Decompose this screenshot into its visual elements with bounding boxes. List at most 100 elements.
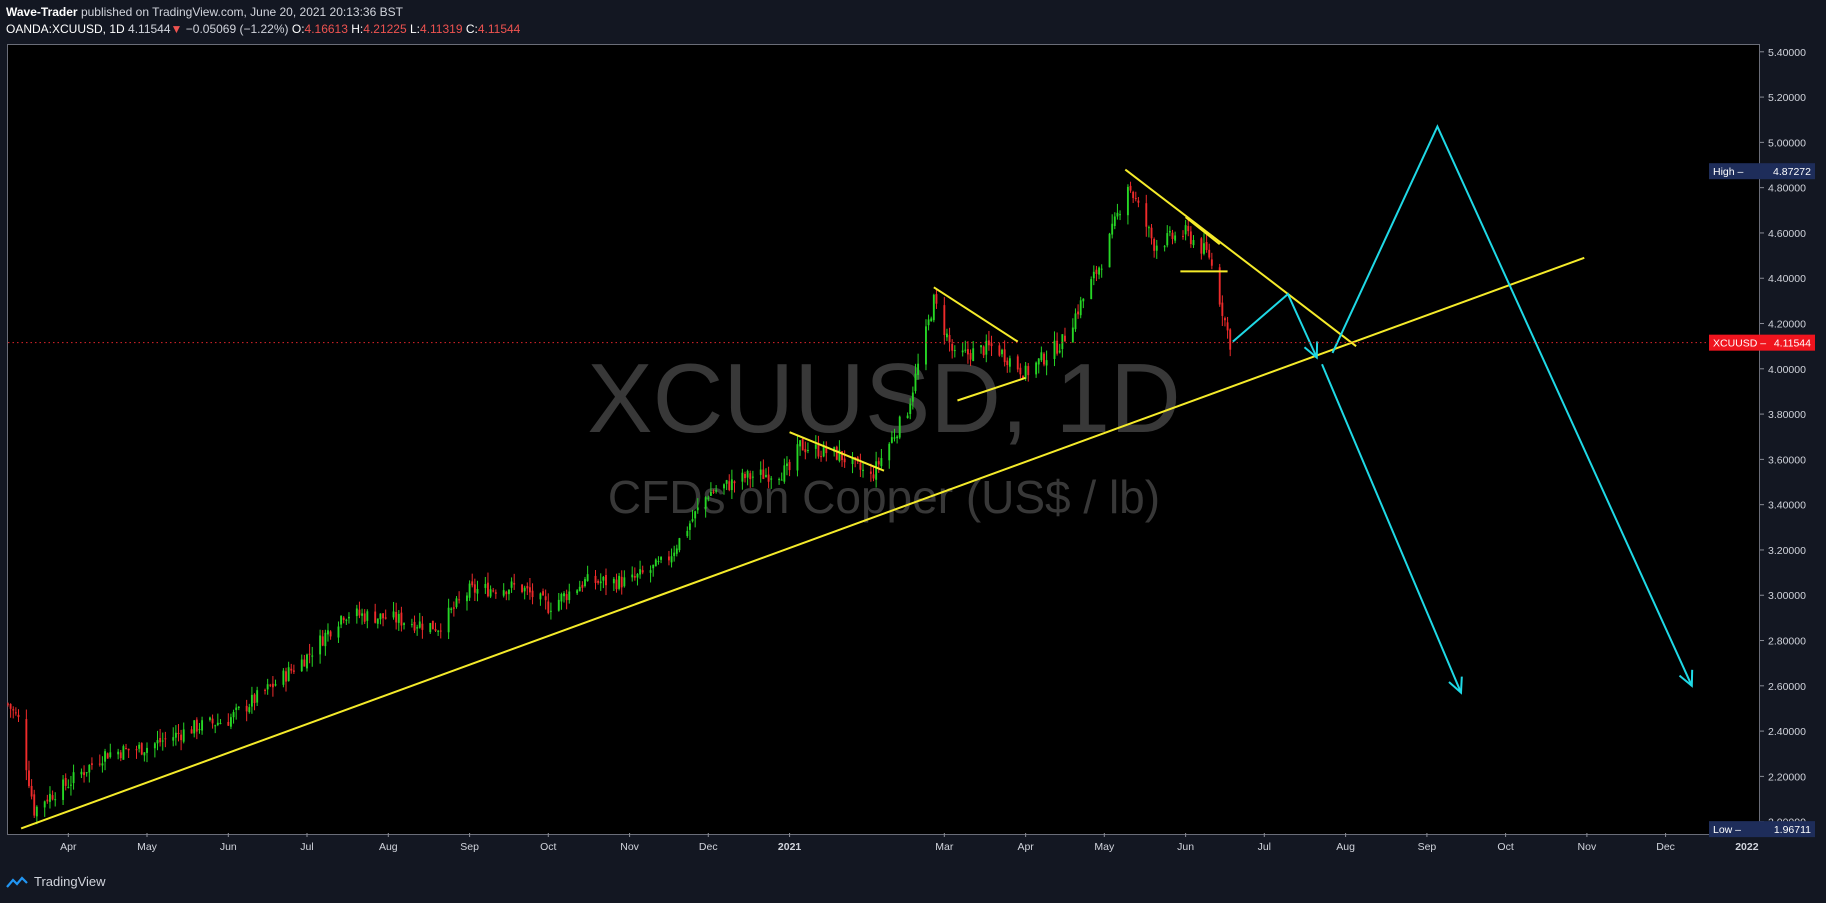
candle-up — [696, 507, 699, 511]
open-label: O: — [291, 22, 305, 36]
high-badge-bg — [1709, 163, 1815, 180]
brand-name[interactable]: TradingView — [34, 874, 106, 889]
candle-up — [1126, 186, 1129, 216]
trendline-small-top[interactable] — [1184, 216, 1221, 246]
candle-down — [358, 609, 361, 616]
projection-major-rally[interactable] — [1331, 124, 1693, 687]
candle-down — [1205, 241, 1208, 250]
candle-up — [704, 497, 707, 509]
high-badge-label: High – — [1713, 166, 1744, 178]
candle-up — [759, 469, 762, 475]
candle-up — [466, 595, 468, 602]
candle-up — [35, 806, 38, 817]
candle-down — [633, 575, 636, 578]
candle-down — [292, 670, 295, 672]
candle-up — [898, 416, 901, 438]
time-tick-label: Oct — [540, 841, 556, 853]
candle-up — [43, 801, 46, 808]
time-tick-label: Sep — [1418, 841, 1437, 853]
candle-up — [925, 326, 927, 365]
candle-down — [180, 734, 183, 741]
candles — [7, 181, 1232, 825]
candle-up — [1100, 268, 1103, 270]
candle-up — [266, 684, 269, 690]
candle-up — [198, 729, 201, 731]
projection-breakdown[interactable] — [1321, 363, 1462, 693]
chart-pane[interactable] — [7, 44, 1760, 835]
price-tick-label: 4.80000 — [1768, 183, 1806, 195]
candle-up — [1035, 362, 1038, 375]
candle-down — [943, 305, 946, 336]
candle-up — [893, 437, 896, 439]
trendline-jan-wedge[interactable] — [789, 431, 885, 472]
candle-up — [972, 348, 975, 362]
arrowhead-rally-then-drop — [1303, 341, 1319, 360]
candle-up — [1116, 212, 1119, 217]
price-tick-label: 4.00000 — [1768, 364, 1806, 376]
candle-up — [403, 623, 405, 625]
candle-down — [820, 456, 822, 458]
candle-down — [329, 631, 332, 637]
candle-up — [109, 752, 112, 758]
candle-down — [1019, 367, 1022, 375]
candle-up — [678, 538, 681, 551]
trendline-feb-bottom[interactable] — [957, 376, 1026, 402]
candle-up — [927, 319, 930, 326]
candle-down — [195, 719, 198, 732]
price-tick-label: 3.80000 — [1768, 409, 1806, 421]
candle-down — [363, 613, 366, 622]
candle-up — [337, 626, 340, 638]
trendline-main-support[interactable] — [20, 256, 1585, 830]
time-axis[interactable]: Apr May Jun Jul Aug Sep Oct Nov Dec 2021 Mar Apr May… — [60, 833, 1759, 853]
price-badges: High – 4.87272 XCUUSD – 4.11544 Low – 1.96711 — [1709, 163, 1815, 838]
candle-up — [1108, 233, 1111, 268]
candle-down — [421, 623, 424, 630]
trendline-mid-resistance[interactable] — [1124, 168, 1357, 347]
ohlc-line: OANDA:XCUUSD, 1D 4.11544▼ −0.05069 (−1.2… — [6, 21, 520, 38]
candle-down — [177, 732, 180, 735]
time-tick-label: Oct — [1497, 841, 1513, 853]
candle-up — [660, 557, 663, 560]
candle-down — [1077, 311, 1080, 315]
candle-up — [248, 707, 251, 713]
candle-up — [578, 586, 581, 592]
candle-down — [400, 612, 403, 626]
candle-down — [544, 596, 547, 601]
candle-up — [410, 624, 413, 626]
time-tick-label: Dec — [699, 841, 718, 853]
candle-up — [911, 392, 914, 402]
high-badge: High – 4.87272 — [1709, 163, 1815, 180]
candle-up — [862, 469, 864, 471]
close-label: C: — [465, 22, 478, 36]
candle-down — [869, 471, 872, 474]
time-tick-label: Aug — [379, 841, 398, 853]
watermark-title: XCUUSD, 1D — [587, 343, 1181, 453]
candle-up — [209, 717, 211, 720]
price-tick-label: 5.20000 — [1768, 92, 1806, 104]
candle-up — [751, 476, 754, 478]
candle-down — [473, 584, 476, 593]
publish-info: published on TradingView.com, June 20, 2… — [80, 5, 403, 19]
projection-rally-then-drop[interactable] — [1232, 292, 1318, 358]
candle-up — [673, 552, 676, 557]
candle-up — [914, 373, 917, 392]
candle-down — [998, 345, 1001, 356]
candle-down — [1043, 353, 1045, 365]
price-tick-label: 3.20000 — [1768, 545, 1806, 557]
candle-down — [159, 737, 162, 743]
candle-down — [990, 343, 993, 347]
candle-down — [1182, 235, 1184, 237]
low-badge-value: 1.96711 — [1774, 824, 1811, 836]
author-name[interactable]: Wave-Trader — [6, 5, 78, 19]
footer: TradingView — [6, 874, 106, 889]
candle-up — [455, 598, 458, 607]
candle-down — [1129, 185, 1132, 191]
candle-up — [985, 340, 988, 355]
price-axis[interactable]: 5.40000 5.20000 5.00000 4.80000 4.60000 4.400… — [1760, 47, 1806, 829]
candle-up — [216, 722, 219, 726]
candle-down — [1095, 269, 1098, 274]
candle-down — [384, 617, 387, 619]
candle-down — [1200, 238, 1203, 254]
trendline-feb-top[interactable] — [933, 286, 1019, 343]
